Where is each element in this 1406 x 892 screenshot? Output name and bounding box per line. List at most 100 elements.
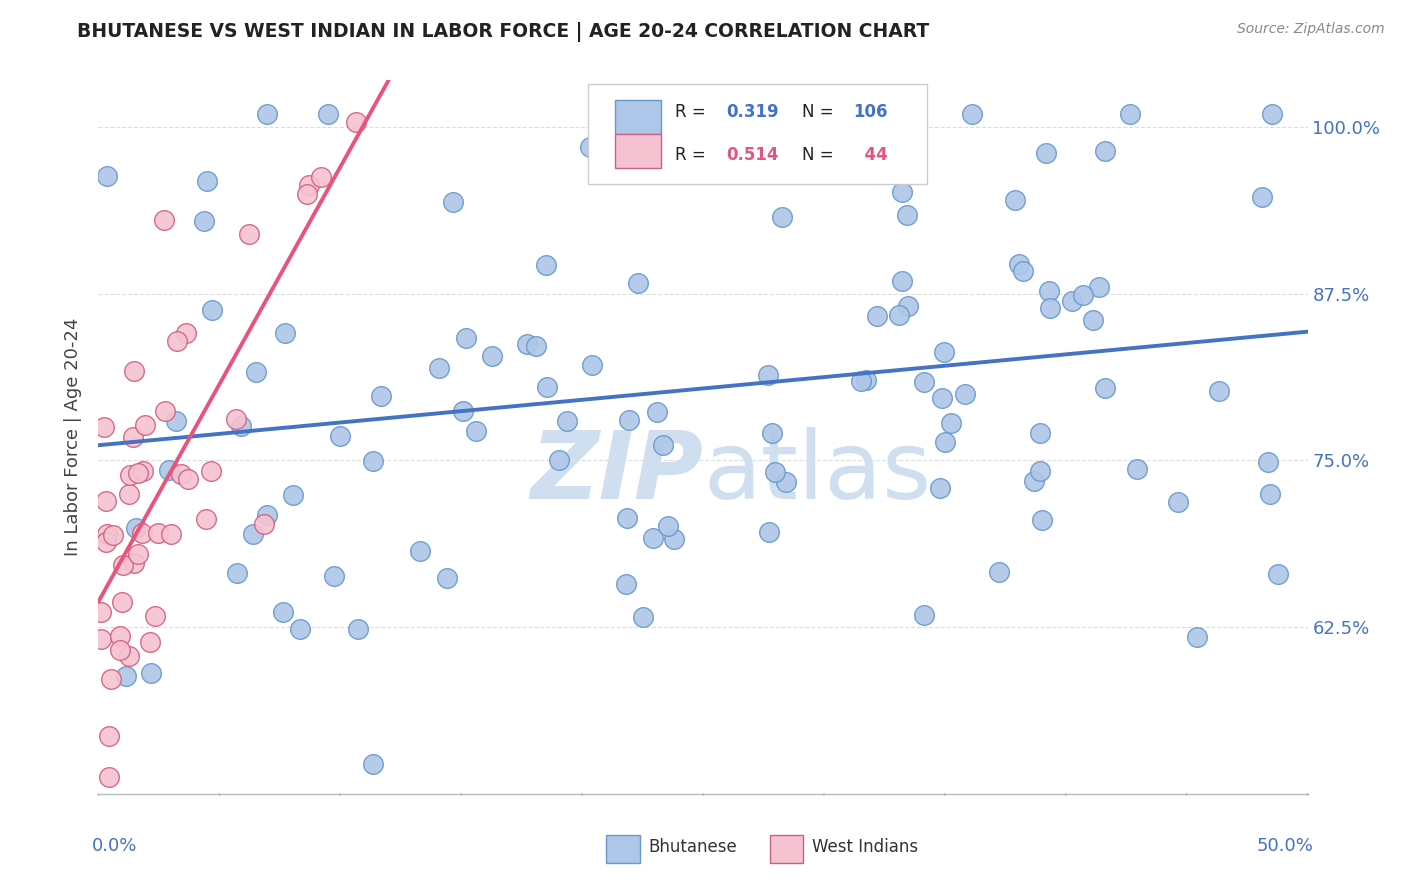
Point [912, 375, 935, 389]
Point [94, 535, 117, 549]
Point [987, 565, 1010, 579]
Point [101, 528, 124, 542]
Point [225, 566, 247, 580]
Point [195, 174, 218, 188]
Point [245, 366, 267, 380]
Point [157, 463, 180, 477]
Point [347, 622, 370, 636]
Point [1257, 455, 1279, 469]
Point [153, 404, 176, 418]
Point [193, 213, 215, 227]
Text: 0.0%: 0.0% [93, 837, 138, 855]
Point [1004, 194, 1026, 208]
Text: 44: 44 [853, 146, 887, 164]
Point [127, 466, 149, 480]
Text: BHUTANESE VS WEST INDIAN IN LABOR FORCE | AGE 20-24 CORRELATION CHART: BHUTANESE VS WEST INDIAN IN LABOR FORCE … [77, 22, 929, 42]
Point [143, 608, 166, 623]
Point [127, 547, 149, 561]
Point [775, 475, 797, 489]
Text: Source: ZipAtlas.com: Source: ZipAtlas.com [1237, 22, 1385, 37]
Point [96, 493, 118, 508]
Point [1060, 294, 1083, 309]
Point [108, 629, 131, 643]
Point [170, 467, 193, 481]
Point [344, 115, 367, 129]
Point [555, 414, 578, 428]
Point [256, 106, 278, 120]
Point [1119, 106, 1142, 120]
Point [454, 331, 477, 345]
Point [643, 532, 665, 546]
Point [436, 571, 458, 585]
Point [758, 524, 780, 539]
Point [1094, 144, 1116, 158]
Point [112, 558, 135, 573]
Point [290, 622, 312, 636]
Point [229, 419, 252, 434]
Point [122, 430, 145, 444]
Point [118, 648, 141, 663]
Text: 50.0%: 50.0% [1257, 837, 1313, 855]
Text: 106: 106 [853, 103, 887, 121]
Point [90, 632, 112, 646]
Bar [614, 134, 661, 168]
Point [616, 576, 638, 591]
Point [955, 387, 977, 401]
Point [361, 756, 384, 771]
Point [1038, 285, 1060, 299]
Point [153, 213, 176, 227]
Point [225, 411, 247, 425]
Point [117, 487, 139, 501]
Point [108, 643, 131, 657]
Point [631, 609, 654, 624]
Point [97, 729, 120, 743]
Point [516, 337, 538, 351]
Point [409, 544, 432, 558]
Point [242, 527, 264, 541]
Y-axis label: In Labor Force | Age 20-24: In Labor Force | Age 20-24 [63, 318, 82, 557]
Point [1024, 474, 1046, 488]
Point [1261, 106, 1284, 120]
Point [427, 360, 450, 375]
Point [160, 527, 183, 541]
Point [120, 467, 142, 482]
Point [115, 668, 138, 682]
Point [1267, 567, 1289, 582]
Text: R =: R = [675, 146, 711, 164]
Point [939, 416, 962, 430]
Point [283, 488, 305, 502]
Point [651, 438, 673, 452]
Point [1029, 464, 1052, 478]
Point [891, 186, 914, 200]
Point [662, 533, 685, 547]
Point [295, 187, 318, 202]
Text: 0.319: 0.319 [725, 103, 779, 121]
Point [849, 375, 872, 389]
Text: N =: N = [803, 103, 839, 121]
Point [271, 605, 294, 619]
Point [134, 417, 156, 432]
Text: atlas: atlas [703, 426, 931, 519]
Point [1083, 312, 1105, 326]
Point [929, 481, 952, 495]
Point [1012, 264, 1035, 278]
Point [934, 434, 956, 449]
Point [1031, 513, 1053, 527]
Point [851, 130, 873, 145]
Point [931, 392, 953, 406]
Point [1088, 280, 1111, 294]
Text: West Indians: West Indians [811, 838, 918, 856]
Point [1258, 487, 1281, 501]
Point [298, 178, 321, 192]
Point [756, 368, 779, 382]
Point [627, 276, 650, 290]
Point [761, 426, 783, 441]
Point [329, 428, 352, 442]
Point [256, 508, 278, 522]
Point [111, 595, 134, 609]
FancyBboxPatch shape [588, 84, 927, 184]
Point [934, 344, 956, 359]
Point [1185, 630, 1208, 644]
Point [581, 358, 603, 372]
Bar [769, 835, 803, 863]
